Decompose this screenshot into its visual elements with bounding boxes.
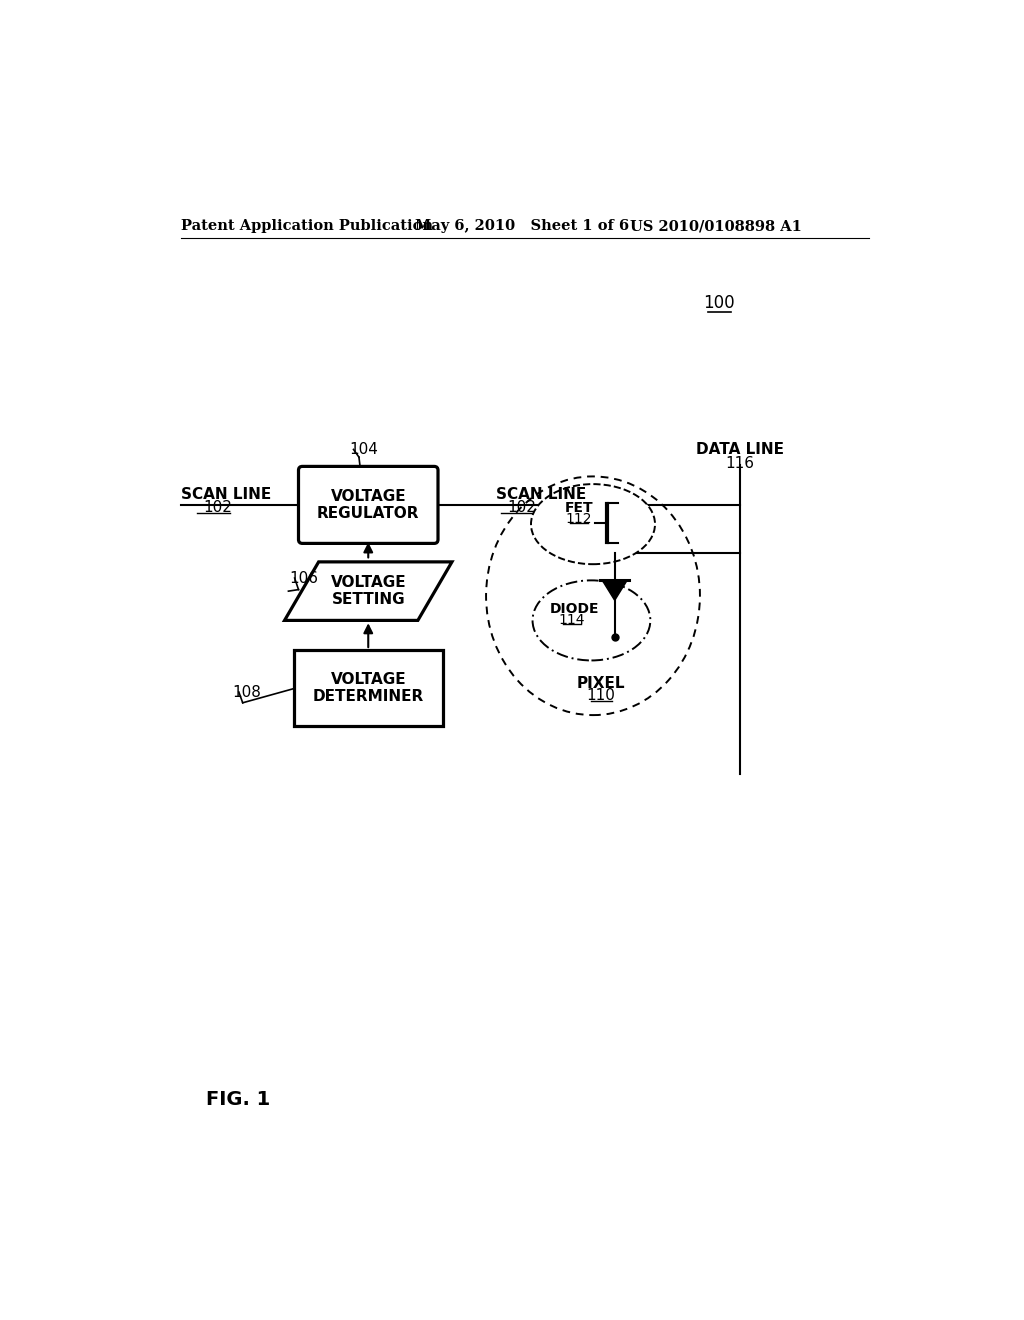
Text: 114: 114	[559, 612, 586, 627]
Text: SCAN LINE: SCAN LINE	[496, 487, 587, 502]
FancyBboxPatch shape	[299, 466, 438, 544]
Text: VOLTAGE
DETERMINER: VOLTAGE DETERMINER	[312, 672, 424, 705]
Text: 116: 116	[726, 455, 755, 471]
Text: VOLTAGE
SETTING: VOLTAGE SETTING	[331, 576, 407, 607]
Text: May 6, 2010   Sheet 1 of 6: May 6, 2010 Sheet 1 of 6	[415, 219, 629, 234]
Text: SCAN LINE: SCAN LINE	[180, 487, 271, 502]
Text: 112: 112	[566, 512, 592, 525]
Text: FIG. 1: FIG. 1	[206, 1090, 269, 1109]
Text: DIODE: DIODE	[550, 602, 599, 616]
Text: Patent Application Publication: Patent Application Publication	[180, 219, 433, 234]
Ellipse shape	[486, 477, 700, 715]
Text: PIXEL: PIXEL	[577, 676, 625, 692]
Text: 104: 104	[349, 442, 379, 457]
Ellipse shape	[531, 484, 655, 564]
Text: 108: 108	[232, 685, 261, 700]
Text: DATA LINE: DATA LINE	[696, 442, 784, 457]
Text: VOLTAGE
REGULATOR: VOLTAGE REGULATOR	[317, 488, 420, 521]
Text: 110: 110	[587, 688, 615, 702]
Polygon shape	[285, 562, 452, 620]
Text: US 2010/0108898 A1: US 2010/0108898 A1	[630, 219, 802, 234]
Text: 102: 102	[203, 500, 232, 515]
Text: FET: FET	[565, 502, 593, 515]
Text: 100: 100	[702, 294, 734, 312]
Polygon shape	[602, 581, 627, 601]
FancyBboxPatch shape	[294, 649, 442, 726]
Text: 102: 102	[508, 500, 537, 515]
Text: 106: 106	[289, 570, 318, 586]
Ellipse shape	[532, 581, 650, 660]
